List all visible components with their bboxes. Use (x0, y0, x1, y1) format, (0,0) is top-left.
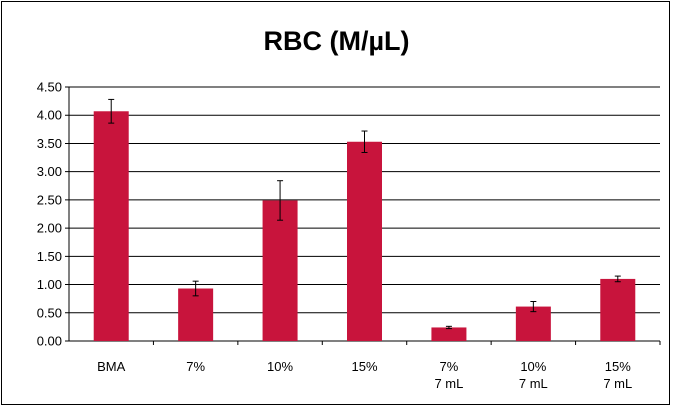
y-tick-label: 3.00 (37, 164, 62, 179)
y-tick-label: 3.50 (37, 136, 62, 151)
y-tick-label: 1.00 (37, 277, 62, 292)
bar (600, 278, 636, 341)
bar (515, 306, 551, 341)
x-tick-label: 7 mL (519, 376, 548, 391)
x-tick-label: 7 mL (434, 376, 463, 391)
y-tick-label: 0.00 (37, 334, 62, 349)
x-tick-label: 10% (267, 359, 293, 374)
y-tick-label: 0.50 (37, 305, 62, 320)
bar (262, 200, 298, 341)
y-tick-label: 1.50 (37, 249, 62, 264)
y-tick-label: 2.50 (37, 192, 62, 207)
y-tick-label: 2.00 (37, 221, 62, 236)
x-tick-label: BMA (97, 359, 126, 374)
chart-title: RBC (M/µL) (263, 26, 410, 56)
x-tick-label: 7 mL (603, 376, 632, 391)
bar (347, 141, 382, 341)
x-tick-label: 7% (440, 359, 459, 374)
x-tick-label: 15% (351, 359, 377, 374)
y-tick-label: 4.00 (37, 108, 62, 123)
x-tick-label: 7% (186, 359, 205, 374)
bar (431, 327, 467, 341)
x-tick-label: 10% (520, 359, 546, 374)
bar (178, 288, 214, 341)
x-tick-label: 15% (605, 359, 631, 374)
y-tick-label: 4.50 (37, 80, 62, 95)
bar (93, 111, 129, 341)
